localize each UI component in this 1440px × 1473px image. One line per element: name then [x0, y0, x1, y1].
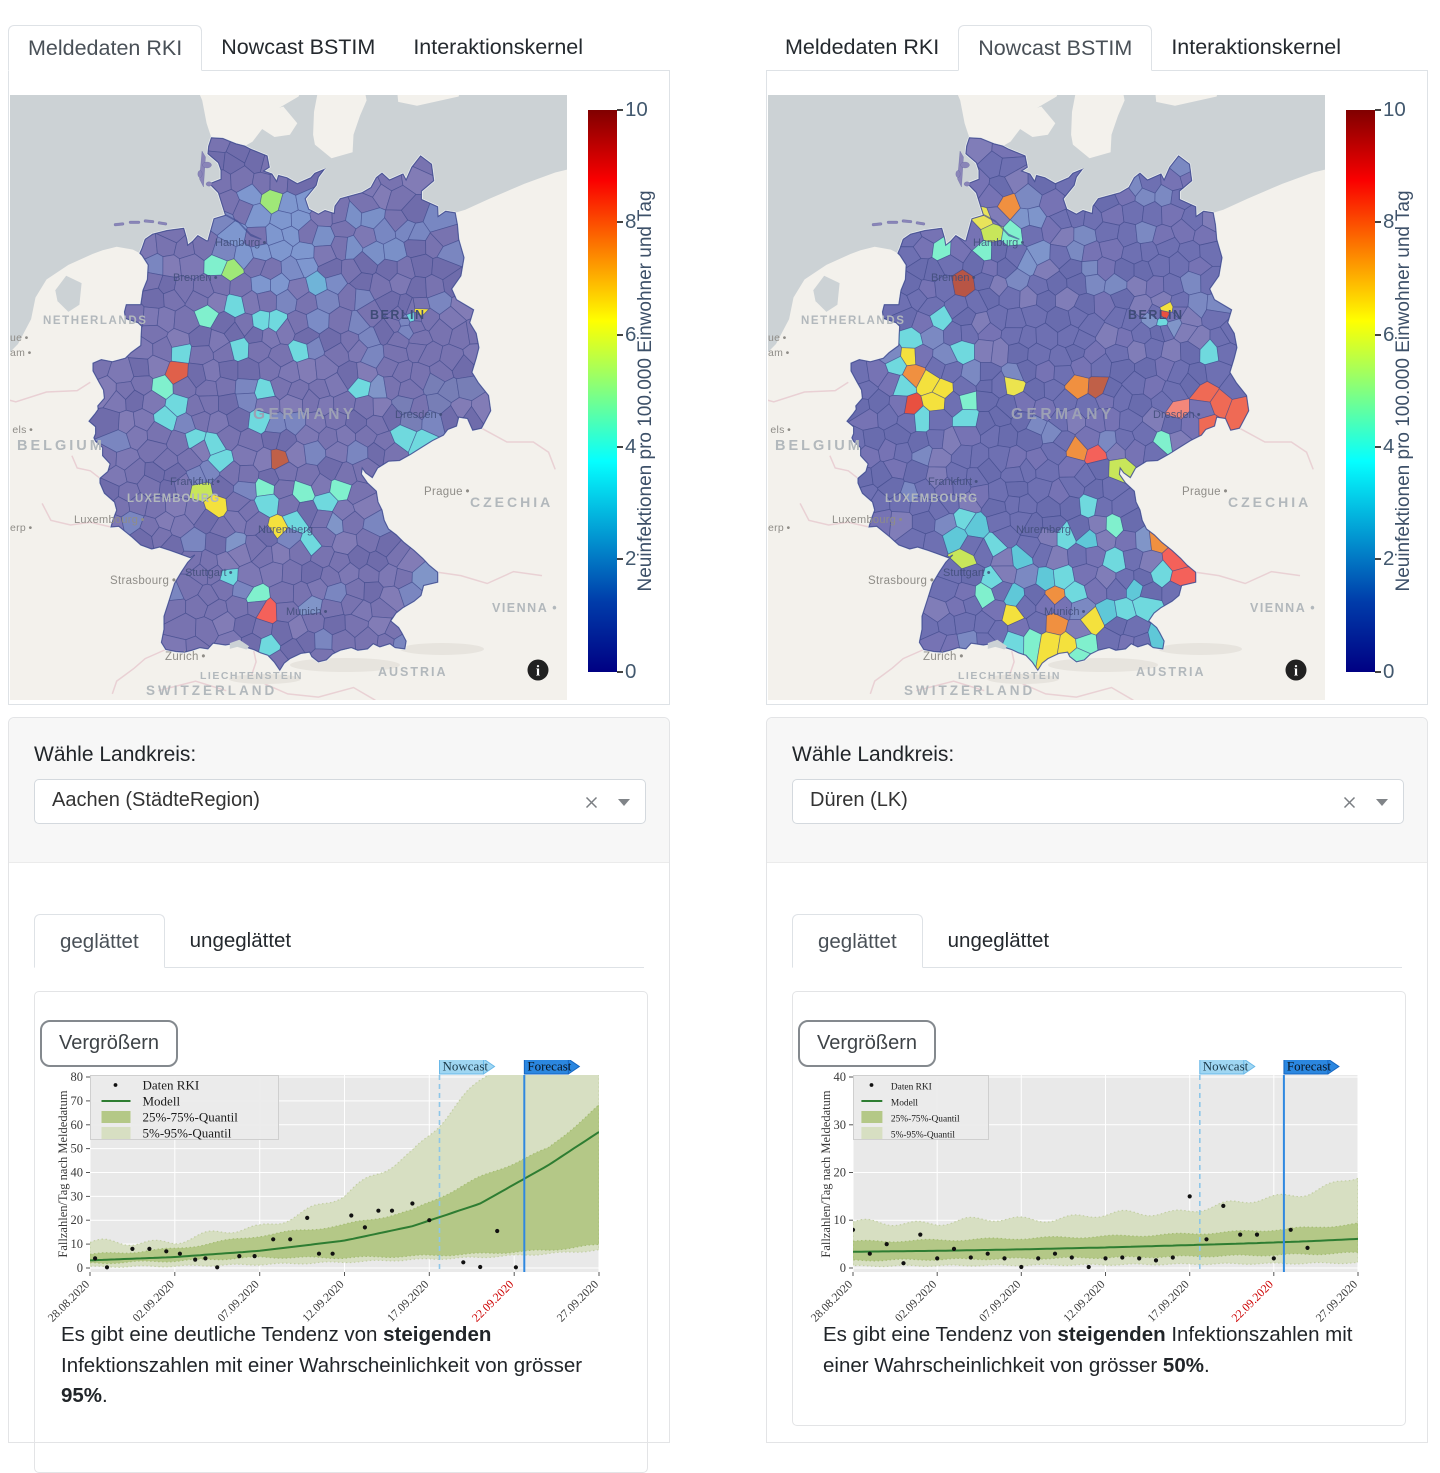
- svg-text:NETHERLANDS: NETHERLANDS: [43, 315, 148, 327]
- svg-text:LIECHTENSTEIN: LIECHTENSTEIN: [958, 670, 1061, 682]
- svg-text:Prague •: Prague •: [424, 486, 470, 498]
- svg-text:10: 10: [71, 1237, 84, 1251]
- svg-text:CZECHIA: CZECHIA: [470, 494, 553, 510]
- svg-text:BELGIUM: BELGIUM: [775, 438, 863, 454]
- svg-text:07.09.2020: 07.09.2020: [976, 1277, 1024, 1325]
- svg-text:0: 0: [77, 1261, 83, 1275]
- svg-text:5%-95%-Quantil: 5%-95%-Quantil: [891, 1131, 955, 1141]
- svg-text:BELGIUM: BELGIUM: [17, 438, 105, 454]
- svg-text:27.09.2020: 27.09.2020: [554, 1277, 602, 1325]
- svg-text:02.09.2020: 02.09.2020: [129, 1277, 177, 1325]
- svg-text:Bremen •: Bremen •: [173, 272, 218, 284]
- svg-text:Daten RKI: Daten RKI: [143, 1078, 200, 1093]
- svg-text:Forecast: Forecast: [1287, 1060, 1331, 1074]
- svg-text:30: 30: [834, 1118, 847, 1132]
- svg-text:Fallzahlen/Tag nach Meldedatum: Fallzahlen/Tag nach Meldedatum: [819, 1090, 833, 1257]
- svg-text:25%-75%-Quantil: 25%-75%-Quantil: [143, 1110, 239, 1125]
- svg-text:17.09.2020: 17.09.2020: [1144, 1277, 1192, 1325]
- svg-text:Zurich •: Zurich •: [165, 651, 206, 663]
- svg-text:12.09.2020: 12.09.2020: [299, 1277, 347, 1325]
- svg-text:20: 20: [834, 1166, 847, 1180]
- svg-text:Strasbourg •: Strasbourg •: [868, 575, 934, 587]
- svg-text:i: i: [536, 664, 540, 680]
- svg-text:Modell: Modell: [143, 1094, 181, 1109]
- svg-text:Munich •: Munich •: [1044, 606, 1086, 618]
- svg-text:Daten RKI: Daten RKI: [891, 1083, 932, 1093]
- svg-text:els •: els •: [768, 424, 791, 436]
- svg-text:30: 30: [71, 1189, 84, 1203]
- svg-text:07.09.2020: 07.09.2020: [214, 1277, 262, 1325]
- svg-text:Stuttgart •: Stuttgart •: [943, 567, 991, 579]
- svg-text:Nowcast: Nowcast: [1203, 1060, 1249, 1074]
- svg-text:BERLIN: BERLIN: [1128, 308, 1184, 322]
- svg-text:Dresden •: Dresden •: [395, 409, 443, 421]
- svg-text:28.08.2020: 28.08.2020: [45, 1277, 93, 1325]
- svg-text:Luxembourg •: Luxembourg •: [832, 514, 903, 526]
- svg-text:17.09.2020: 17.09.2020: [384, 1277, 432, 1325]
- svg-text:Stuttgart •: Stuttgart •: [185, 567, 233, 579]
- svg-text:10: 10: [834, 1213, 847, 1227]
- svg-text:erp •: erp •: [768, 522, 790, 534]
- svg-text:20: 20: [71, 1213, 84, 1227]
- svg-text:02.09.2020: 02.09.2020: [892, 1277, 940, 1325]
- svg-text:LUXEMBOURG: LUXEMBOURG: [127, 493, 220, 505]
- svg-text:22.09.2020: 22.09.2020: [469, 1277, 517, 1325]
- svg-text:25%-75%-Quantil: 25%-75%-Quantil: [891, 1115, 960, 1125]
- svg-text:70: 70: [71, 1094, 84, 1108]
- svg-text:28.08.2020: 28.08.2020: [808, 1277, 856, 1325]
- svg-text:Fallzahlen/Tag nach Meldedatum: Fallzahlen/Tag nach Meldedatum: [56, 1090, 70, 1257]
- svg-text:40: 40: [71, 1166, 84, 1180]
- svg-text:22.09.2020: 22.09.2020: [1228, 1277, 1276, 1325]
- svg-text:am •: am •: [10, 347, 32, 359]
- svg-text:am •: am •: [768, 347, 790, 359]
- svg-text:80: 80: [71, 1070, 84, 1084]
- svg-text:60: 60: [71, 1118, 84, 1132]
- svg-text:LIECHTENSTEIN: LIECHTENSTEIN: [200, 670, 303, 682]
- svg-text:Prague •: Prague •: [1182, 486, 1228, 498]
- svg-text:ue •: ue •: [10, 332, 29, 344]
- svg-text:GERMANY: GERMANY: [253, 406, 357, 423]
- svg-text:5%-95%-Quantil: 5%-95%-Quantil: [143, 1126, 232, 1141]
- svg-text:VIENNA •: VIENNA •: [1250, 601, 1316, 615]
- svg-text:0: 0: [840, 1261, 846, 1275]
- svg-text:Strasbourg •: Strasbourg •: [110, 575, 176, 587]
- svg-text:Frankfurt •: Frankfurt •: [928, 476, 978, 488]
- svg-text:CZECHIA: CZECHIA: [1228, 494, 1311, 510]
- svg-text:i: i: [1294, 664, 1298, 680]
- svg-text:50: 50: [71, 1142, 84, 1156]
- svg-text:AUSTRIA: AUSTRIA: [1136, 665, 1206, 679]
- svg-text:Hamburg •: Hamburg •: [215, 237, 266, 249]
- svg-text:Munich •: Munich •: [286, 606, 328, 618]
- svg-text:Forecast: Forecast: [527, 1060, 571, 1074]
- svg-text:12.09.2020: 12.09.2020: [1060, 1277, 1108, 1325]
- svg-text:Frankfurt •: Frankfurt •: [170, 476, 220, 488]
- svg-text:VIENNA •: VIENNA •: [492, 601, 558, 615]
- svg-text:Nuremberg: Nuremberg: [1016, 524, 1071, 536]
- svg-text:erp •: erp •: [10, 522, 32, 534]
- svg-text:els •: els •: [10, 424, 33, 436]
- svg-text:SWITZERLAND: SWITZERLAND: [904, 683, 1035, 698]
- svg-text:Dresden •: Dresden •: [1153, 409, 1201, 421]
- svg-text:LUXEMBOURG: LUXEMBOURG: [885, 493, 978, 505]
- svg-text:27.09.2020: 27.09.2020: [1313, 1277, 1361, 1325]
- svg-text:Zurich •: Zurich •: [923, 651, 964, 663]
- svg-text:Hamburg •: Hamburg •: [973, 237, 1024, 249]
- svg-text:AUSTRIA: AUSTRIA: [378, 665, 448, 679]
- svg-text:NETHERLANDS: NETHERLANDS: [801, 315, 906, 327]
- svg-text:Nuremberg: Nuremberg: [258, 524, 313, 536]
- svg-text:Modell: Modell: [891, 1099, 918, 1109]
- svg-text:Bremen •: Bremen •: [931, 272, 976, 284]
- svg-text:ue •: ue •: [768, 332, 787, 344]
- svg-text:Nowcast: Nowcast: [443, 1060, 489, 1074]
- svg-text:40: 40: [834, 1070, 847, 1084]
- svg-text:Luxembourg •: Luxembourg •: [74, 514, 145, 526]
- svg-text:GERMANY: GERMANY: [1011, 406, 1115, 423]
- svg-text:SWITZERLAND: SWITZERLAND: [146, 683, 277, 698]
- svg-text:BERLIN: BERLIN: [370, 308, 426, 322]
